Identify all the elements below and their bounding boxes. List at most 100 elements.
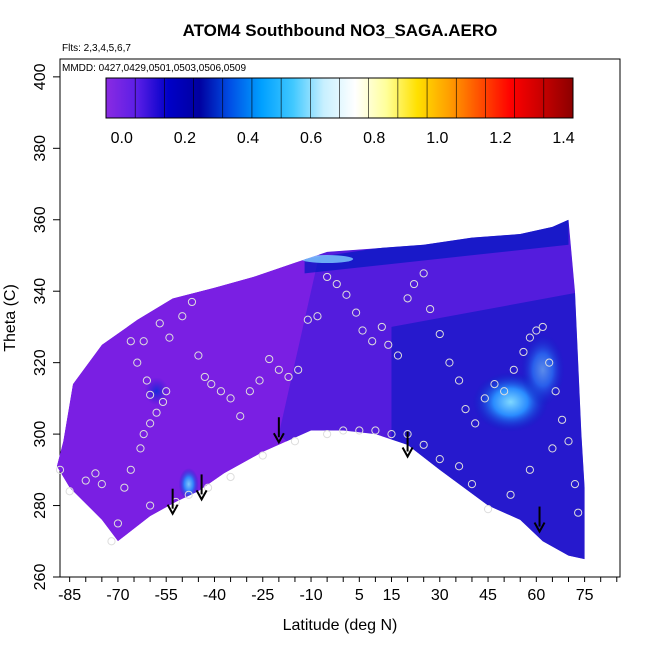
x-tick-label: 75	[576, 587, 594, 604]
observation-point	[426, 304, 435, 314]
observation-point	[445, 358, 454, 367]
observation-point	[184, 490, 193, 499]
observation-point	[467, 480, 477, 489]
observation-point	[200, 372, 209, 382]
y-tick-label: 340	[32, 278, 49, 305]
observation-point	[162, 387, 171, 396]
observation-point	[245, 387, 254, 396]
observation-point	[313, 312, 322, 321]
flights-subtitle: Flts: 2,3,4,5,6,7	[62, 43, 131, 54]
observation-point	[480, 394, 489, 403]
observation-point	[332, 279, 341, 289]
x-tick-label: -40	[203, 587, 226, 604]
y-axis-label: Theta (C)	[2, 284, 19, 352]
heatmap-field	[56, 219, 585, 560]
observation-point	[152, 408, 161, 417]
colorbar-tick-label: 1.0	[426, 130, 448, 147]
observation-point	[545, 358, 554, 367]
observation-point	[216, 387, 226, 396]
observation-point	[136, 444, 145, 453]
observation-point	[551, 387, 560, 396]
x-axis-label: Latitude (deg N)	[283, 617, 398, 634]
colorbar: 0.0 0.2 0.4 0.6 0.8 1.0 1.2 1.4	[105, 77, 575, 147]
colorbar-tick-label: 0.2	[174, 130, 196, 147]
colorbar-tick-label: 0.4	[237, 130, 259, 147]
observation-point	[506, 490, 515, 499]
x-axis: -85 -70 -55 -40 -25 -10 5 15 30 45 60 75	[58, 577, 618, 604]
x-tick-label: 30	[431, 587, 449, 604]
plot-frame	[59, 58, 621, 578]
flight-arrow	[401, 431, 414, 459]
colorbar-tick-label: 0.0	[111, 130, 133, 147]
x-tick-label: -70	[106, 587, 129, 604]
observation-point	[574, 508, 583, 517]
observation-point	[490, 379, 499, 389]
y-tick-label: 280	[32, 492, 49, 519]
observation-point	[368, 337, 377, 346]
y-tick-label: 260	[32, 564, 49, 591]
observation-point	[207, 379, 216, 389]
observation-point	[236, 412, 245, 421]
observation-point	[255, 376, 264, 385]
field-blob-top	[301, 255, 354, 264]
observation-point	[126, 337, 135, 346]
observation-point	[303, 315, 312, 324]
colorbar-tick-label: 0.8	[363, 130, 385, 147]
observation-point	[265, 354, 274, 364]
observation-point	[519, 347, 528, 357]
flight-arrow	[195, 474, 208, 502]
flight-arrow	[272, 417, 285, 445]
colorbar-tick-label: 0.6	[300, 130, 322, 147]
observation-point	[483, 505, 493, 514]
flight-arrow	[166, 488, 179, 516]
observation-point	[471, 419, 480, 428]
observation-point	[65, 487, 74, 496]
observation-point	[55, 465, 65, 474]
observation-points	[55, 269, 583, 546]
observation-point	[525, 333, 534, 342]
observation-point	[155, 319, 164, 328]
observation-point	[258, 451, 267, 460]
observation-point	[290, 437, 300, 446]
observation-point	[525, 465, 534, 474]
x-tick-label: -25	[251, 587, 274, 604]
observation-point	[323, 430, 332, 439]
observation-point	[393, 351, 403, 360]
colorbar-tick-label: 1.2	[489, 130, 511, 147]
observation-point	[146, 419, 155, 428]
observation-point	[454, 462, 464, 471]
observation-point	[387, 430, 396, 439]
observation-point	[570, 480, 580, 489]
observation-point	[548, 444, 557, 453]
field-blob-east	[520, 333, 565, 406]
observation-point	[538, 322, 547, 332]
observation-point	[294, 365, 303, 374]
observation-point	[187, 297, 197, 307]
chart-title: ATOM4 Southbound NO3_SAGA.AERO	[183, 21, 498, 40]
observation-point	[139, 337, 148, 346]
observation-point	[274, 365, 283, 374]
observation-point	[371, 426, 380, 435]
observation-point	[139, 430, 148, 439]
observation-point	[107, 537, 116, 546]
y-tick-label: 400	[32, 63, 49, 90]
observation-point	[126, 465, 135, 474]
observation-point	[564, 437, 573, 446]
y-axis: 260 280 300 320 340 360 380 400	[32, 63, 60, 590]
observation-point	[454, 376, 464, 385]
observation-point	[158, 397, 168, 407]
flight-arrows	[166, 417, 546, 534]
observation-point	[133, 358, 142, 367]
observation-point	[284, 372, 293, 382]
observation-point	[409, 279, 419, 289]
observation-point	[500, 387, 509, 396]
field-blob-south	[178, 468, 199, 501]
observation-point	[403, 294, 412, 303]
colorbar-tick-label: 1.4	[552, 130, 574, 147]
y-tick-label: 300	[32, 421, 49, 448]
observation-point	[339, 426, 348, 435]
y-tick-label: 380	[32, 135, 49, 162]
observation-point	[461, 404, 470, 414]
observation-point	[323, 272, 332, 282]
